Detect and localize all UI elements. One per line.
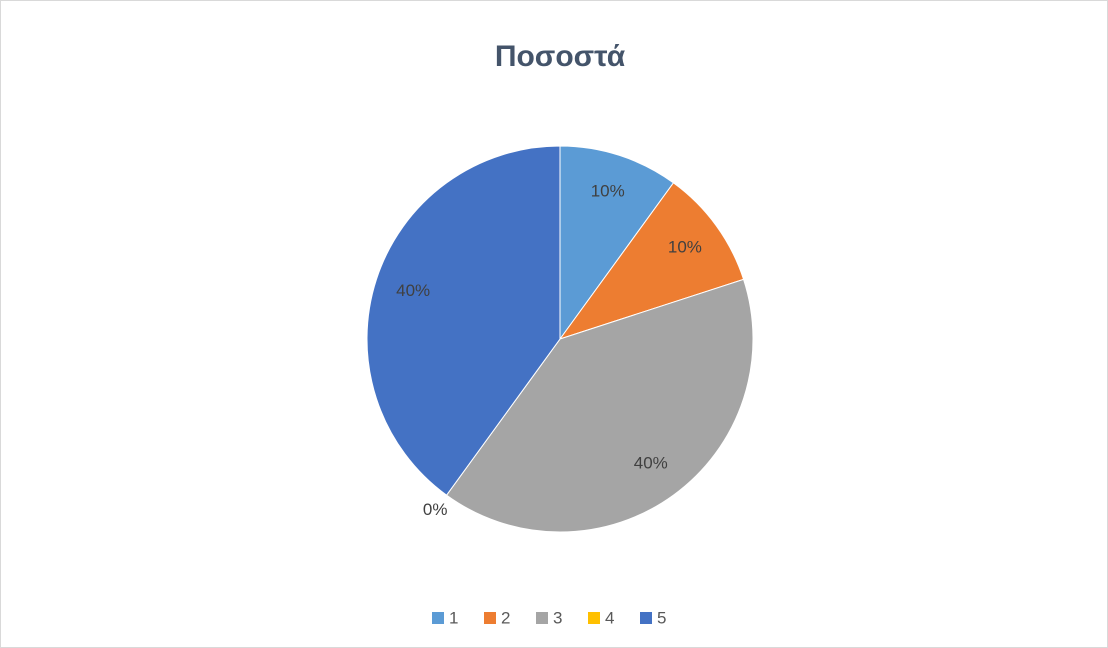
legend-label: 5	[657, 608, 666, 627]
data-label: 10%	[668, 238, 702, 257]
legend-swatch	[536, 612, 548, 624]
pie-slice	[366, 145, 561, 496]
pie-slice	[559, 145, 675, 341]
legend-swatch	[640, 612, 652, 624]
legend-label: 2	[501, 608, 510, 627]
legend-swatch	[484, 612, 496, 624]
pie-slice	[445, 278, 754, 533]
data-label: 40%	[634, 453, 668, 472]
data-label: 0%	[423, 500, 448, 519]
data-label: 40%	[396, 281, 430, 300]
legend-label: 3	[553, 608, 562, 627]
legend-label: 1	[449, 608, 458, 627]
legend-swatch	[432, 612, 444, 624]
legend-label: 4	[605, 608, 614, 627]
legend-swatch	[588, 612, 600, 624]
chart-title: Ποσοστά	[495, 40, 626, 73]
pie-slice	[558, 182, 745, 340]
data-label: 10%	[591, 182, 625, 201]
